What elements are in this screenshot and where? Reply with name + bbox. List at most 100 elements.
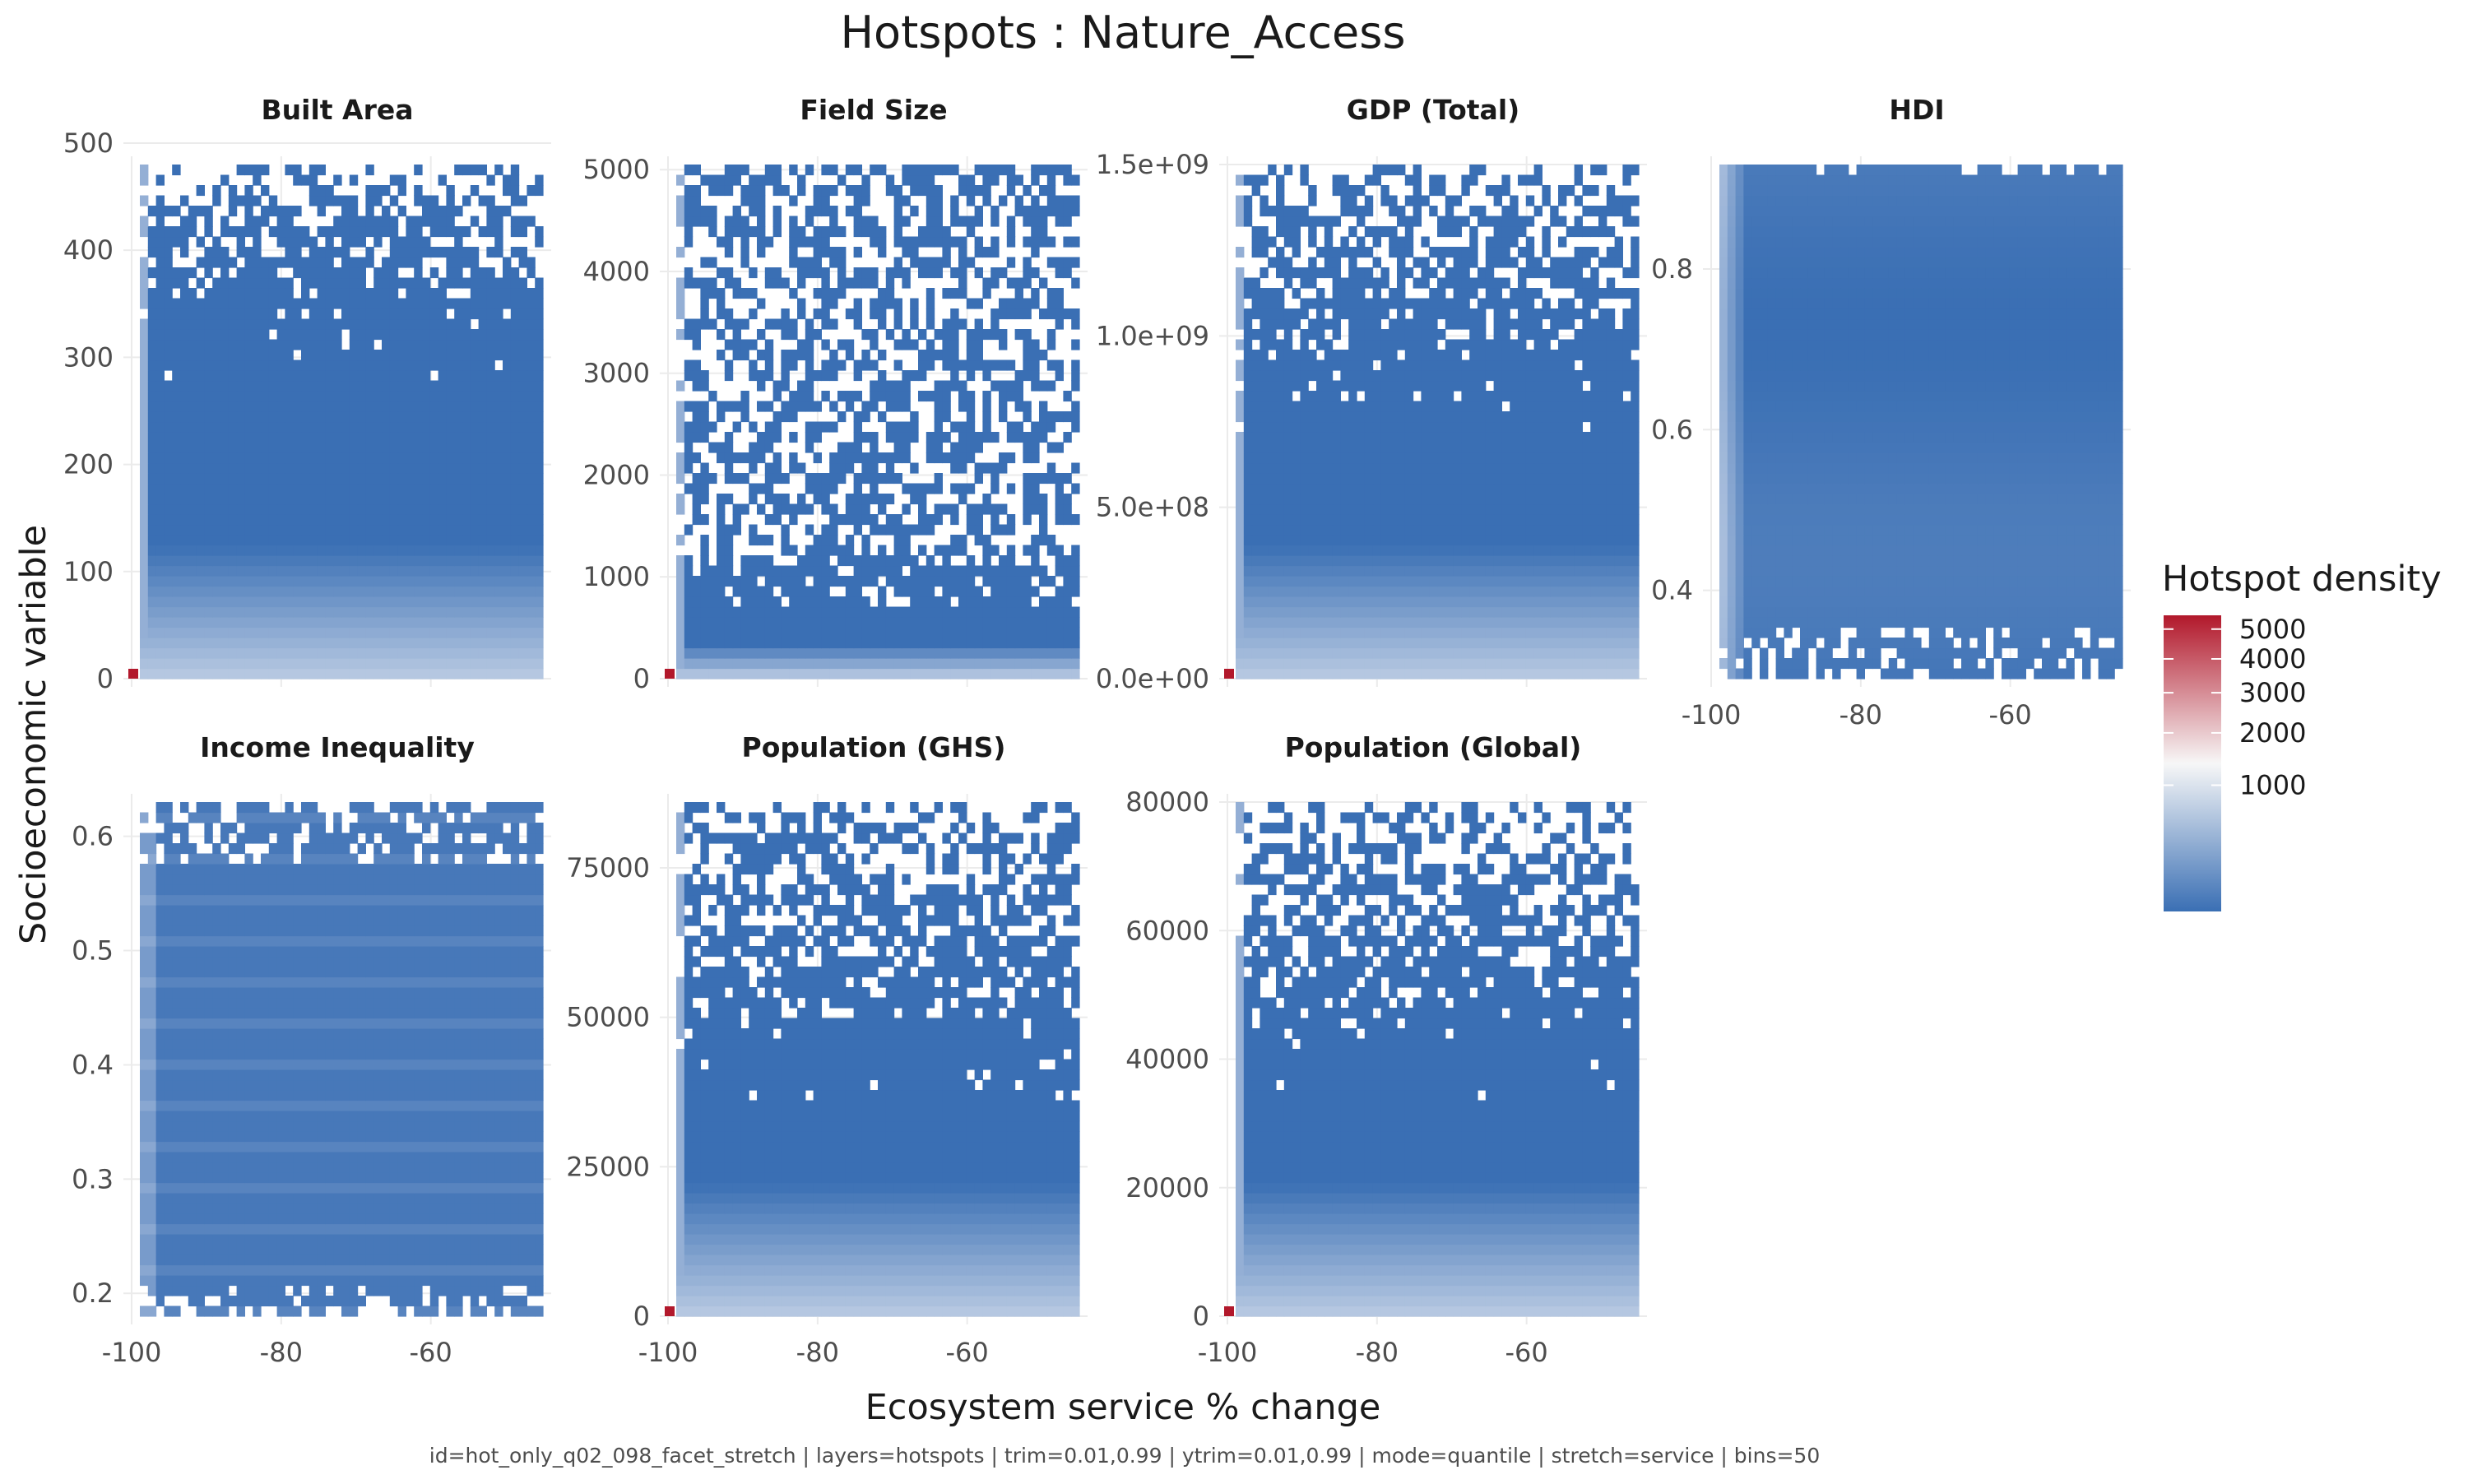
- heat-cell: [236, 247, 245, 258]
- heat-cell: [1023, 503, 1032, 515]
- heat-cell: [1031, 216, 1040, 227]
- heat-cell: [172, 226, 181, 238]
- heat-cell: [1445, 535, 1454, 546]
- heat-cell: [821, 165, 830, 176]
- heat-cell: [261, 668, 270, 679]
- heat-cell: [293, 606, 302, 618]
- heat-cell: [140, 359, 149, 371]
- heat-cell: [268, 576, 278, 587]
- heat-cell: [1063, 555, 1072, 567]
- heat-cell: [1283, 576, 1293, 587]
- heat-cell: [293, 565, 302, 577]
- heat-cell: [293, 318, 302, 330]
- heat-cell: [510, 565, 520, 577]
- heat-cell: [414, 658, 423, 670]
- heat-cell: [1071, 308, 1080, 320]
- heat-cell: [333, 638, 342, 649]
- heat-cell: [438, 555, 447, 567]
- heat-cell: [147, 494, 157, 505]
- heat-cell: [1292, 545, 1301, 556]
- heat-cell: [317, 524, 326, 536]
- heat-cell: [999, 195, 1008, 206]
- heat-cell: [1063, 627, 1072, 638]
- heat-cell: [494, 473, 503, 485]
- heat-cell: [1324, 483, 1334, 494]
- heat-cell: [140, 267, 149, 279]
- heat-cell: [382, 216, 391, 227]
- heat-cell: [1055, 318, 1064, 330]
- heat-cell: [740, 216, 749, 227]
- heat-cell: [700, 514, 709, 526]
- heat-cell: [422, 359, 431, 371]
- heat-cell: [724, 638, 734, 649]
- heat-cell: [1243, 555, 1253, 567]
- heat-cell: [373, 555, 383, 567]
- heat-cell: [749, 606, 758, 618]
- heat-cell: [749, 174, 758, 186]
- heat-cell: [950, 545, 959, 556]
- heat-cell: [853, 565, 862, 577]
- heat-cell: [389, 514, 399, 526]
- heat-cell: [446, 586, 455, 597]
- heat-cell: [724, 401, 734, 412]
- heat-cell: [1622, 442, 1631, 453]
- heat-cell: [164, 565, 173, 577]
- heat-cell: [692, 401, 701, 412]
- heat-cell: [918, 370, 927, 382]
- heat-cell: [308, 638, 318, 649]
- heat-cell: [1348, 462, 1357, 474]
- heat-cell: [180, 432, 189, 443]
- heat-cell: [527, 555, 536, 567]
- heat-cell: [837, 545, 847, 556]
- heat-cell: [406, 524, 415, 536]
- heat-cell: [1268, 483, 1277, 494]
- heat-cell: [414, 370, 423, 382]
- heat-cell: [438, 647, 447, 659]
- heat-cell: [1372, 617, 1381, 628]
- heat-cell: [1046, 206, 1056, 217]
- heat-cell: [429, 555, 439, 567]
- heat-cell: [1071, 174, 1080, 186]
- heat-cell: [414, 473, 423, 485]
- heat-cell: [1300, 483, 1309, 494]
- heat-cell: [805, 380, 814, 392]
- heat-cell: [365, 473, 374, 485]
- heat-cell: [373, 391, 383, 402]
- heat-cell: [1574, 442, 1583, 453]
- heat-cell: [717, 174, 726, 186]
- heat-cell: [853, 370, 862, 382]
- heat-cell: [1236, 545, 1245, 556]
- heat-cell: [220, 380, 230, 392]
- heat-cell: [1445, 586, 1454, 597]
- heat-cell: [821, 391, 830, 402]
- heat-cell: [293, 442, 302, 453]
- heat-cell: [180, 236, 189, 248]
- heat-cell: [1364, 596, 1374, 608]
- heat-cell: [692, 576, 701, 587]
- heat-cell: [429, 617, 439, 628]
- heat-cell: [1014, 308, 1023, 320]
- heat-cell: [486, 329, 495, 341]
- heat-cell: [140, 370, 149, 382]
- heat-cell: [1598, 555, 1607, 567]
- heat-cell: [974, 442, 983, 453]
- heat-cell: [990, 206, 1000, 217]
- heat-cell: [503, 174, 512, 186]
- heat-cell: [470, 380, 480, 392]
- heat-cell: [397, 401, 406, 412]
- heat-cell: [1525, 658, 1535, 670]
- heat-cell: [926, 216, 935, 227]
- heat-cell: [429, 545, 439, 556]
- heat-cell: [1276, 627, 1285, 638]
- heat-cell: [365, 627, 374, 638]
- heat-cell: [422, 350, 431, 361]
- heat-cell: [429, 586, 439, 597]
- heat-cell: [454, 226, 463, 238]
- heat-cell: [503, 535, 512, 546]
- heat-cell: [1380, 524, 1389, 536]
- heat-cell: [446, 257, 455, 268]
- heat-cell: [990, 586, 1000, 597]
- heat-cell: [164, 247, 173, 258]
- heat-cell: [365, 421, 374, 433]
- heat-cell: [494, 277, 503, 289]
